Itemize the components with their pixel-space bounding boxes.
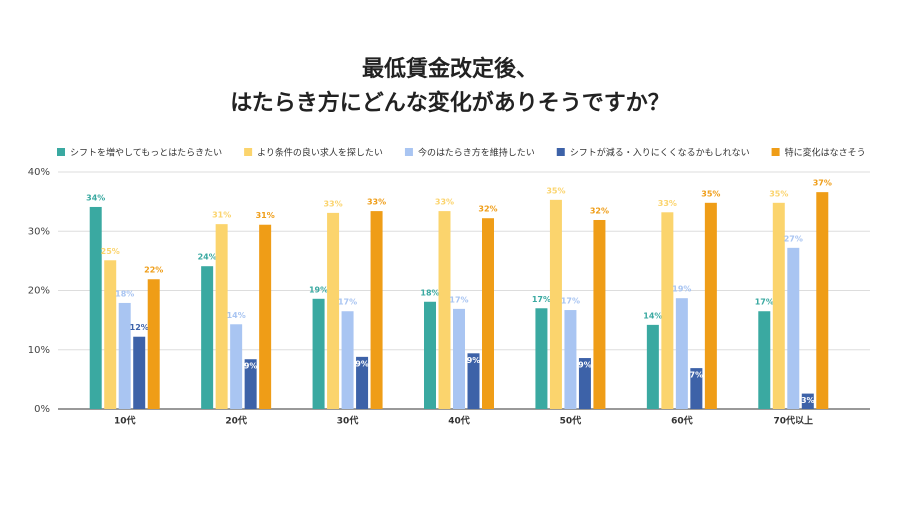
bar: [356, 356, 369, 409]
data-label: 17%: [561, 297, 580, 306]
legend-swatch: [556, 148, 565, 156]
bar: [787, 247, 800, 409]
legend-label: 特に変化はなさそう: [785, 147, 866, 159]
bar: [201, 266, 214, 409]
x-tick-label: 10代: [114, 415, 136, 427]
data-label: 14%: [643, 311, 662, 320]
data-label: 17%: [338, 298, 357, 307]
bar: [215, 224, 228, 409]
legend-swatch: [57, 148, 65, 156]
bar: [816, 192, 829, 409]
bar: [801, 393, 814, 409]
data-label: 32%: [478, 205, 497, 214]
bar: [578, 358, 591, 409]
data-label: 27%: [784, 234, 803, 243]
data-label: 31%: [212, 211, 231, 220]
bar: [758, 311, 771, 409]
bar: [370, 211, 383, 409]
bar: [704, 202, 717, 409]
bar: [341, 311, 354, 409]
chart-title: はたらき方にどんな変化がありそうですか？: [230, 90, 670, 116]
bar: [549, 199, 562, 409]
y-tick-label: 20%: [28, 286, 50, 297]
bar: [535, 308, 548, 409]
legend-swatch: [771, 148, 780, 156]
data-label: 18%: [420, 288, 439, 297]
bar: [482, 218, 494, 409]
data-label: 33%: [367, 198, 386, 207]
y-tick-label: 0%: [34, 404, 50, 415]
bar: [593, 219, 606, 409]
bar: [772, 202, 785, 409]
x-tick-label: 20代: [225, 415, 247, 427]
data-label: 24%: [198, 253, 217, 262]
data-label: 9%: [355, 359, 369, 368]
legend-swatch: [404, 148, 413, 156]
chart-title: 最低賃金改定後、: [362, 56, 538, 82]
data-label: 34%: [86, 193, 105, 202]
data-label: 25%: [101, 247, 120, 256]
y-tick-label: 40%: [28, 167, 50, 178]
data-label: 33%: [658, 199, 677, 208]
bar: [327, 212, 340, 409]
data-label: 12%: [130, 323, 149, 332]
bar: [661, 212, 674, 409]
legend-swatch: [244, 148, 253, 156]
bar: [104, 260, 117, 409]
data-label: 17%: [449, 295, 468, 304]
bar: [675, 298, 688, 409]
data-label: 37%: [813, 179, 832, 188]
data-label: 9%: [244, 362, 258, 371]
data-label: 33%: [435, 198, 454, 207]
legend-label: シフトが減る・入りにくくなるかもしれない: [570, 147, 750, 159]
bar: [646, 324, 659, 409]
bar: [147, 279, 160, 409]
bar: [438, 211, 451, 409]
data-label: 9%: [467, 356, 481, 365]
data-label: 35%: [546, 186, 565, 195]
bar: [690, 368, 703, 409]
bar: [118, 302, 131, 409]
data-label: 9%: [578, 361, 592, 370]
data-label: 22%: [144, 266, 163, 275]
data-label: 19%: [309, 285, 328, 294]
data-label: 31%: [256, 211, 275, 220]
legend-label: シフトを増やしてもっとはたらきたい: [70, 147, 222, 159]
data-label: 32%: [590, 206, 609, 215]
bar: [424, 301, 436, 409]
x-tick-label: 60代: [671, 415, 693, 427]
data-label: 35%: [769, 189, 788, 198]
bar: [259, 224, 272, 409]
y-tick-label: 30%: [28, 226, 50, 237]
bar: [89, 206, 102, 409]
data-label: 17%: [755, 298, 774, 307]
data-label: 19%: [672, 285, 691, 294]
bar: [564, 310, 577, 409]
data-label: 17%: [532, 295, 551, 304]
bar: [133, 336, 146, 409]
bar: [312, 298, 325, 409]
x-tick-label: 70代以上: [774, 415, 814, 427]
data-label: 3%: [801, 396, 815, 405]
x-tick-label: 40代: [448, 415, 470, 427]
data-label: 7%: [690, 371, 704, 380]
legend-label: より条件の良い求人を探したい: [257, 147, 383, 159]
x-tick-label: 30代: [337, 415, 359, 427]
data-label: 14%: [227, 311, 246, 320]
bar: [244, 359, 257, 409]
data-label: 33%: [323, 199, 342, 208]
bar: [230, 324, 243, 409]
y-tick-label: 10%: [28, 345, 50, 356]
bar: [453, 308, 465, 409]
data-label: 35%: [701, 189, 720, 198]
data-label: 18%: [115, 289, 134, 298]
bar: [467, 353, 480, 409]
x-tick-label: 50代: [560, 415, 582, 427]
legend-label: 今のはたらき方を維持したい: [418, 147, 535, 159]
